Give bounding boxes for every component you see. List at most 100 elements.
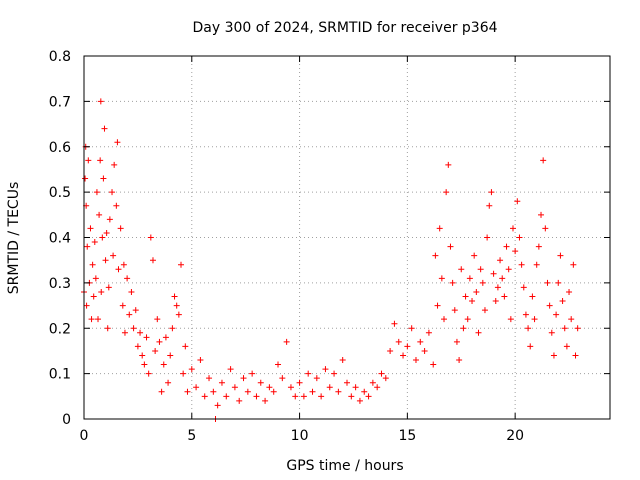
data-point xyxy=(96,211,103,218)
data-point xyxy=(270,388,277,395)
data-point xyxy=(197,357,204,364)
data-point xyxy=(88,316,95,323)
data-point xyxy=(275,361,282,368)
data-point xyxy=(339,357,346,364)
data-point xyxy=(432,252,439,259)
data-point xyxy=(262,397,269,404)
data-point xyxy=(104,325,111,332)
y-tick-label: 0.2 xyxy=(49,321,71,337)
data-point xyxy=(119,302,126,309)
data-point xyxy=(561,325,568,332)
data-point xyxy=(555,279,562,286)
data-point xyxy=(145,370,152,377)
data-point xyxy=(152,347,159,354)
data-point xyxy=(548,329,555,336)
data-point xyxy=(451,307,458,314)
data-point xyxy=(443,189,450,196)
data-point xyxy=(160,361,167,368)
data-point xyxy=(546,302,553,309)
data-point xyxy=(97,157,104,164)
data-point xyxy=(121,329,128,336)
data-point xyxy=(102,257,109,264)
data-point xyxy=(535,243,542,250)
data-point xyxy=(356,397,363,404)
data-point xyxy=(98,288,105,295)
data-point xyxy=(165,379,172,386)
data-point xyxy=(227,366,234,373)
data-point xyxy=(436,225,443,232)
data-point xyxy=(529,293,536,300)
data-point xyxy=(421,347,428,354)
data-point xyxy=(257,379,264,386)
data-point xyxy=(486,202,493,209)
data-point xyxy=(473,288,480,295)
data-point xyxy=(525,325,532,332)
data-point xyxy=(84,243,91,250)
data-point xyxy=(244,388,251,395)
data-point xyxy=(173,302,180,309)
data-point xyxy=(178,261,185,268)
data-point xyxy=(518,261,525,268)
data-point xyxy=(313,375,320,382)
y-tick-label: 0 xyxy=(62,412,71,428)
data-point xyxy=(505,266,512,273)
axis-ticks xyxy=(83,55,610,420)
x-tick-label: 20 xyxy=(506,428,524,444)
data-point xyxy=(249,370,256,377)
data-point xyxy=(292,393,299,400)
data-point xyxy=(462,293,469,300)
data-point xyxy=(531,316,538,323)
data-point xyxy=(117,225,124,232)
data-point xyxy=(322,366,329,373)
data-point xyxy=(503,243,510,250)
data-point xyxy=(149,257,156,264)
data-point xyxy=(305,370,312,377)
data-point xyxy=(91,239,98,246)
y-tick-label: 0.4 xyxy=(49,231,71,247)
data-point xyxy=(231,384,238,391)
data-point xyxy=(553,311,560,318)
data-point xyxy=(550,352,557,359)
data-point xyxy=(466,275,473,282)
data-point xyxy=(412,357,419,364)
data-point xyxy=(130,325,137,332)
data-point xyxy=(509,225,516,232)
data-point xyxy=(453,338,460,345)
data-point xyxy=(501,293,508,300)
data-point xyxy=(352,384,359,391)
data-point xyxy=(137,329,144,336)
data-point xyxy=(110,252,117,259)
data-point xyxy=(279,375,286,382)
data-point xyxy=(124,275,131,282)
data-point xyxy=(296,379,303,386)
y-tick-labels: 0 0.1 0.2 0.3 0.4 0.5 0.6 0.7 0.8 xyxy=(49,49,71,428)
data-point xyxy=(171,293,178,300)
data-point xyxy=(143,334,150,341)
data-point xyxy=(101,125,108,132)
data-point xyxy=(464,316,471,323)
data-point xyxy=(111,161,118,168)
data-point xyxy=(154,316,161,323)
x-axis-label: GPS time / hours xyxy=(286,458,403,474)
data-point xyxy=(447,243,454,250)
data-point xyxy=(206,375,213,382)
data-point xyxy=(456,357,463,364)
data-point xyxy=(318,393,325,400)
data-point xyxy=(520,284,527,291)
data-point xyxy=(490,270,497,277)
data-point xyxy=(449,279,456,286)
data-points xyxy=(81,98,581,422)
data-point xyxy=(445,161,452,168)
data-point xyxy=(134,343,141,350)
data-point xyxy=(404,343,411,350)
data-point xyxy=(460,325,467,332)
chart-title: Day 300 of 2024, SRMTID for receiver p36… xyxy=(192,20,497,36)
x-tick-label: 15 xyxy=(398,428,416,444)
data-point xyxy=(527,343,534,350)
data-point xyxy=(481,307,488,314)
data-point xyxy=(162,334,169,341)
data-point xyxy=(169,325,176,332)
data-point xyxy=(475,329,482,336)
data-point xyxy=(574,325,581,332)
data-point xyxy=(95,316,102,323)
